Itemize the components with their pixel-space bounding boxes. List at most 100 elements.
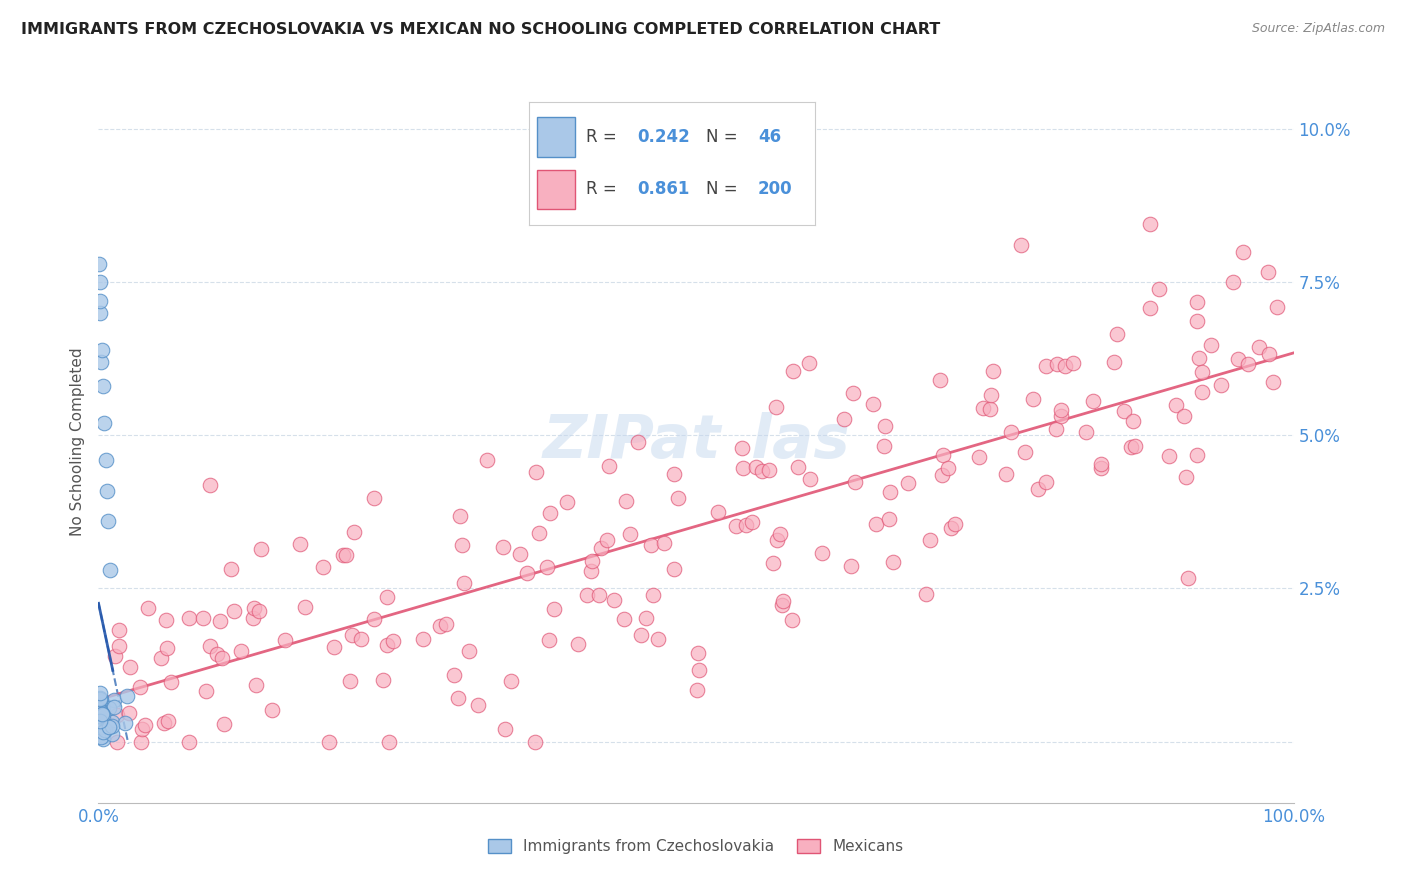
Point xyxy=(769,527,792,541)
Point xyxy=(575,588,598,602)
Point xyxy=(429,619,451,633)
Point xyxy=(89,720,111,734)
Point xyxy=(222,604,245,618)
Point xyxy=(762,556,785,570)
Point xyxy=(91,701,114,715)
Point xyxy=(136,600,159,615)
Point xyxy=(799,472,821,486)
Point xyxy=(91,732,114,747)
Point xyxy=(375,591,398,605)
Point xyxy=(1121,440,1143,454)
Point xyxy=(160,675,183,690)
Point xyxy=(555,494,578,508)
Point xyxy=(598,458,620,473)
Point xyxy=(89,691,111,706)
Point xyxy=(177,734,200,748)
Point xyxy=(1053,359,1076,373)
Point xyxy=(335,548,357,562)
Point xyxy=(1122,414,1144,428)
Point xyxy=(842,386,865,401)
Point xyxy=(938,460,960,475)
Point xyxy=(614,493,637,508)
Point xyxy=(443,667,465,681)
Point xyxy=(1236,357,1258,371)
Point xyxy=(340,628,363,642)
Point xyxy=(915,586,938,600)
Point xyxy=(579,564,602,578)
Point xyxy=(995,467,1018,482)
Point xyxy=(339,674,361,689)
Point xyxy=(862,397,884,411)
Point xyxy=(467,698,489,712)
Point xyxy=(131,722,153,736)
Point xyxy=(332,549,354,563)
Point xyxy=(97,514,120,528)
Point xyxy=(613,611,636,625)
Point xyxy=(115,690,138,704)
Y-axis label: No Schooling Completed: No Schooling Completed xyxy=(69,347,84,536)
Point xyxy=(1177,571,1199,585)
Point xyxy=(596,533,619,547)
Point xyxy=(363,612,385,626)
Point xyxy=(312,559,335,574)
Point xyxy=(247,604,270,618)
Point xyxy=(643,588,665,602)
Point xyxy=(108,623,131,637)
Point xyxy=(91,725,114,739)
Point xyxy=(1000,425,1022,439)
Point xyxy=(797,355,820,369)
Point xyxy=(90,705,112,719)
Point xyxy=(100,714,122,729)
Point xyxy=(509,547,531,561)
Point xyxy=(250,541,273,556)
Point xyxy=(1257,347,1279,361)
Point xyxy=(475,452,498,467)
Point xyxy=(543,601,565,615)
Point xyxy=(97,720,120,734)
Point xyxy=(91,706,114,720)
Point xyxy=(89,276,111,290)
Point xyxy=(939,521,962,535)
Point xyxy=(685,682,707,697)
Point xyxy=(758,463,780,477)
Point xyxy=(647,632,669,646)
Point xyxy=(219,562,242,576)
Point xyxy=(589,541,612,556)
Point xyxy=(91,379,114,393)
Point xyxy=(751,464,773,478)
Point xyxy=(772,594,794,608)
Point xyxy=(207,648,229,662)
Point xyxy=(811,546,834,560)
Point xyxy=(1147,282,1170,296)
Point xyxy=(89,306,111,320)
Point xyxy=(156,714,179,728)
Point xyxy=(588,588,610,602)
Point xyxy=(91,707,114,722)
Point xyxy=(1164,398,1187,412)
Point xyxy=(1090,460,1112,475)
Point xyxy=(839,558,862,573)
Point xyxy=(780,613,803,627)
Point xyxy=(1222,275,1244,289)
Point xyxy=(118,659,141,673)
Point xyxy=(350,632,373,646)
Point xyxy=(1139,217,1161,231)
Point xyxy=(1159,449,1181,463)
Point xyxy=(1022,392,1045,406)
Point xyxy=(343,525,366,540)
Point xyxy=(105,734,128,748)
Point xyxy=(94,453,117,467)
Point xyxy=(89,686,111,700)
Point xyxy=(229,644,252,658)
Point xyxy=(1112,404,1135,418)
Point xyxy=(731,441,754,455)
Point xyxy=(1263,375,1285,389)
Point xyxy=(363,491,385,505)
Point xyxy=(1257,265,1279,279)
Point xyxy=(90,731,112,745)
Point xyxy=(89,691,111,706)
Point xyxy=(527,525,550,540)
Point xyxy=(1090,457,1112,471)
Point xyxy=(1050,403,1073,417)
Point xyxy=(538,506,561,520)
